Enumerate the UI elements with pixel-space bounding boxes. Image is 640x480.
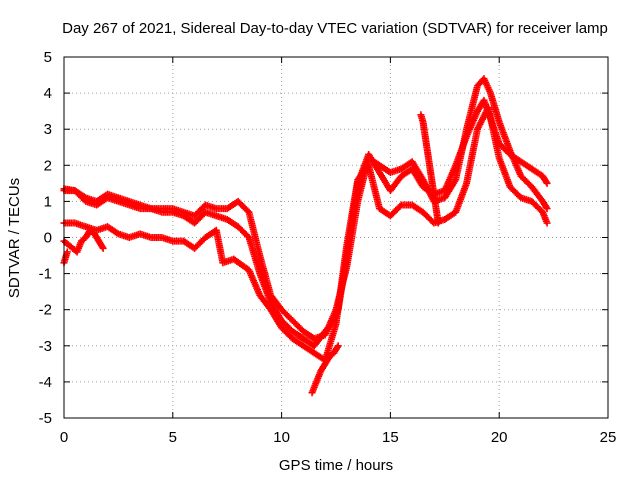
data-point <box>434 219 442 227</box>
data-point <box>98 243 106 251</box>
data-point <box>542 178 550 186</box>
series-track-spike <box>417 111 442 227</box>
y-tick-label: -5 <box>39 410 52 427</box>
data-point <box>396 202 404 210</box>
y-tick-label: -4 <box>39 374 52 391</box>
data-point <box>99 244 107 252</box>
data-point <box>543 205 551 213</box>
series-layer <box>60 75 551 397</box>
y-tick-label: -3 <box>39 338 52 355</box>
data-point <box>543 179 551 187</box>
x-axis-label: GPS time / hours <box>279 457 393 474</box>
y-tick-label: 1 <box>44 193 52 210</box>
axis-ticks <box>63 56 609 419</box>
x-tick-label: 5 <box>169 429 177 446</box>
series-track-early <box>60 226 107 256</box>
y-axis-tick-labels: -5 -4 -3 -2 -1 0 1 2 3 4 5 <box>39 49 52 427</box>
y-tick-label: 4 <box>44 85 52 102</box>
y-tick-label: 3 <box>44 121 52 138</box>
x-tick-label: 15 <box>382 429 399 446</box>
data-point <box>543 219 551 227</box>
y-tick-label: 0 <box>44 230 52 247</box>
y-tick-label: -2 <box>39 302 52 319</box>
series-track-dip <box>308 342 342 397</box>
data-point <box>333 343 341 351</box>
x-tick-label: 25 <box>600 429 617 446</box>
y-tick-label: 5 <box>44 49 52 66</box>
data-point <box>334 342 342 350</box>
x-tick-label: 0 <box>60 429 68 446</box>
x-axis-tick-labels: 0 5 10 15 20 25 <box>60 429 617 446</box>
x-tick-label: 10 <box>273 429 290 446</box>
y-axis-label: SDTVAR / TECUs <box>6 178 23 298</box>
data-point <box>542 203 550 211</box>
y-tick-label: -1 <box>39 266 52 283</box>
y-tick-label: 2 <box>44 157 52 174</box>
x-tick-label: 20 <box>491 429 508 446</box>
chart-title: Day 267 of 2021, Sidereal Day-to-day VTE… <box>62 20 608 37</box>
data-point <box>63 248 71 256</box>
series-track-lower <box>60 104 551 364</box>
